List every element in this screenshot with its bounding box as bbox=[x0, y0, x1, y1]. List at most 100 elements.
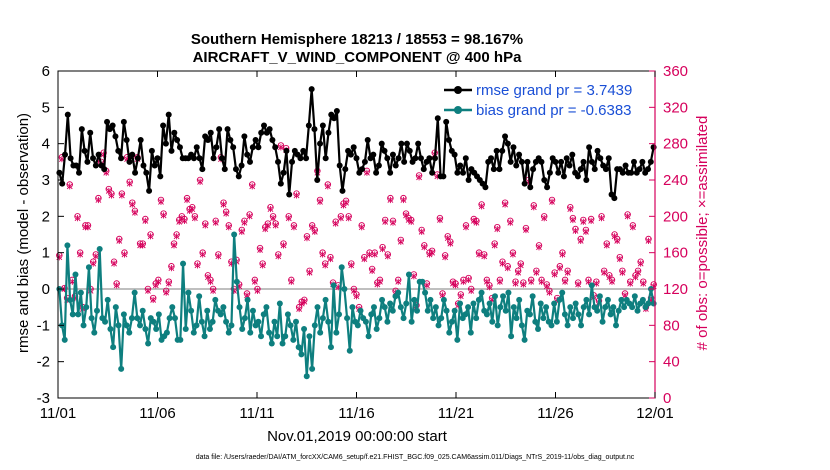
obs-assimilated-point bbox=[207, 278, 214, 285]
obs-assimilated-point bbox=[390, 219, 396, 226]
rmse-series-point bbox=[513, 162, 520, 169]
obs-assimilated-point bbox=[155, 278, 162, 285]
rmse-series-point bbox=[261, 122, 268, 129]
bias-series-point bbox=[104, 296, 111, 303]
y-tick-label: -1 bbox=[37, 317, 50, 334]
obs-assimilated-point bbox=[210, 287, 217, 294]
data-file-footer: data file: /Users/raeder/DAI/ATM_forcXX/… bbox=[196, 454, 635, 461]
bias-series-point bbox=[489, 318, 496, 325]
rmse-series-point bbox=[560, 173, 567, 180]
rmse-series-point bbox=[605, 155, 612, 162]
rmse-series-point bbox=[454, 169, 461, 176]
rmse-series-point bbox=[162, 140, 169, 147]
bias-series-point bbox=[387, 300, 394, 307]
bias-series-point bbox=[142, 325, 149, 332]
obs-assimilated-point bbox=[197, 178, 203, 185]
rmse-series-point bbox=[120, 118, 127, 125]
obs-assimilated-point bbox=[416, 174, 422, 181]
rmse-series-point bbox=[555, 169, 562, 176]
bias-series-point bbox=[163, 329, 170, 336]
obs-assimilated-point bbox=[358, 224, 365, 231]
bias-series-point bbox=[233, 278, 240, 285]
rmse-series-point bbox=[378, 140, 385, 147]
chart-title: Southern Hemisphere 18213 / 18553 = 98.1… bbox=[191, 31, 523, 48]
rmse-series-point bbox=[552, 158, 559, 165]
y-tick-label: 0 bbox=[42, 281, 50, 298]
bias-series-point bbox=[561, 311, 568, 318]
obs-assimilated-point bbox=[77, 251, 84, 258]
bias-series-point bbox=[457, 300, 464, 307]
rmse-series-point bbox=[92, 162, 99, 169]
bias-series-point bbox=[575, 311, 582, 318]
rmse-series-point bbox=[157, 173, 164, 180]
rmse-series-point bbox=[586, 144, 593, 151]
rmse-series-point bbox=[420, 166, 427, 173]
bias-series-point bbox=[502, 307, 509, 314]
rmse-series-point bbox=[350, 144, 357, 151]
obs-assimilated-point bbox=[567, 205, 574, 213]
y-right-tick-label: 0 bbox=[663, 390, 671, 407]
obs-assimilated-point bbox=[510, 251, 516, 258]
obs-assimilated-point bbox=[408, 218, 415, 225]
rmse-series-point bbox=[104, 118, 111, 125]
bias-series-point bbox=[290, 336, 297, 343]
rmse-series-point bbox=[353, 155, 360, 162]
x-axis-label: Nov.01,2019 00:00:00 start bbox=[267, 428, 448, 445]
rmse-series-point bbox=[168, 147, 175, 154]
y-right-tick-label: 40 bbox=[663, 354, 680, 371]
x-tick-label: 11/11 bbox=[239, 405, 274, 422]
y-right-tick-label: 240 bbox=[663, 172, 688, 189]
rmse-series-point bbox=[538, 158, 545, 165]
rmse-series-point bbox=[518, 158, 525, 165]
rmse-series-point bbox=[381, 147, 388, 154]
rmse-series-point bbox=[544, 184, 551, 191]
bias-series-point bbox=[569, 315, 576, 322]
obs-assimilated-point bbox=[395, 278, 402, 285]
bias-series-point bbox=[255, 318, 262, 325]
rmse-series-point bbox=[558, 158, 565, 165]
bias-series-point bbox=[427, 296, 434, 303]
bias-series-point bbox=[244, 296, 251, 303]
bias-series-point bbox=[201, 333, 208, 340]
rmse-series-point bbox=[67, 155, 74, 162]
obs-assimilated-point bbox=[257, 246, 263, 254]
bias-series-point bbox=[362, 318, 369, 325]
rmse-series-point bbox=[143, 169, 150, 176]
obs-assimilated-point bbox=[311, 228, 318, 235]
rmse-series-point bbox=[78, 126, 85, 133]
obs-assimilated-point bbox=[176, 218, 183, 225]
obs-assimilated-point bbox=[108, 192, 115, 199]
y-tick-label: 4 bbox=[42, 136, 50, 153]
rmse-series-point bbox=[322, 155, 329, 162]
bias-series-point bbox=[470, 300, 477, 307]
obs-assimilated-point bbox=[163, 289, 170, 296]
rmse-series-point bbox=[210, 155, 217, 162]
rmse-series-point bbox=[499, 147, 506, 154]
obs-assimilated-point bbox=[616, 255, 623, 263]
bias-series-point bbox=[336, 311, 343, 318]
rmse-series-point bbox=[392, 162, 399, 169]
obs-assimilated-point bbox=[194, 262, 201, 269]
bias-series-point bbox=[440, 296, 447, 303]
rmse-series-point bbox=[417, 155, 424, 162]
rmse-series-point bbox=[59, 180, 66, 187]
obs-assimilated-point bbox=[304, 235, 310, 242]
y-right-tick-label: 200 bbox=[663, 208, 688, 225]
bias-series-point bbox=[551, 300, 558, 307]
legend-rmse-label: rmse grand pr = 3.7439 bbox=[476, 82, 632, 99]
bias-series-point bbox=[177, 336, 184, 343]
bias-series-point bbox=[85, 264, 92, 271]
rmse-series-point bbox=[462, 155, 469, 162]
obs-assimilated-point bbox=[116, 237, 123, 244]
rmse-series-point bbox=[502, 133, 509, 140]
obs-assimilated-point bbox=[405, 216, 412, 224]
x-tick-label: 11/21 bbox=[438, 405, 474, 422]
y-axis-right-label: # of obs: o=possible; ×=assimilated bbox=[694, 116, 711, 351]
rmse-series-point bbox=[134, 155, 141, 162]
bias-series-point bbox=[93, 307, 100, 314]
obs-assimilated-point bbox=[551, 271, 558, 278]
obs-assimilated-point bbox=[504, 264, 511, 272]
bias-series-point bbox=[220, 304, 227, 311]
bias-series-point bbox=[309, 365, 316, 372]
